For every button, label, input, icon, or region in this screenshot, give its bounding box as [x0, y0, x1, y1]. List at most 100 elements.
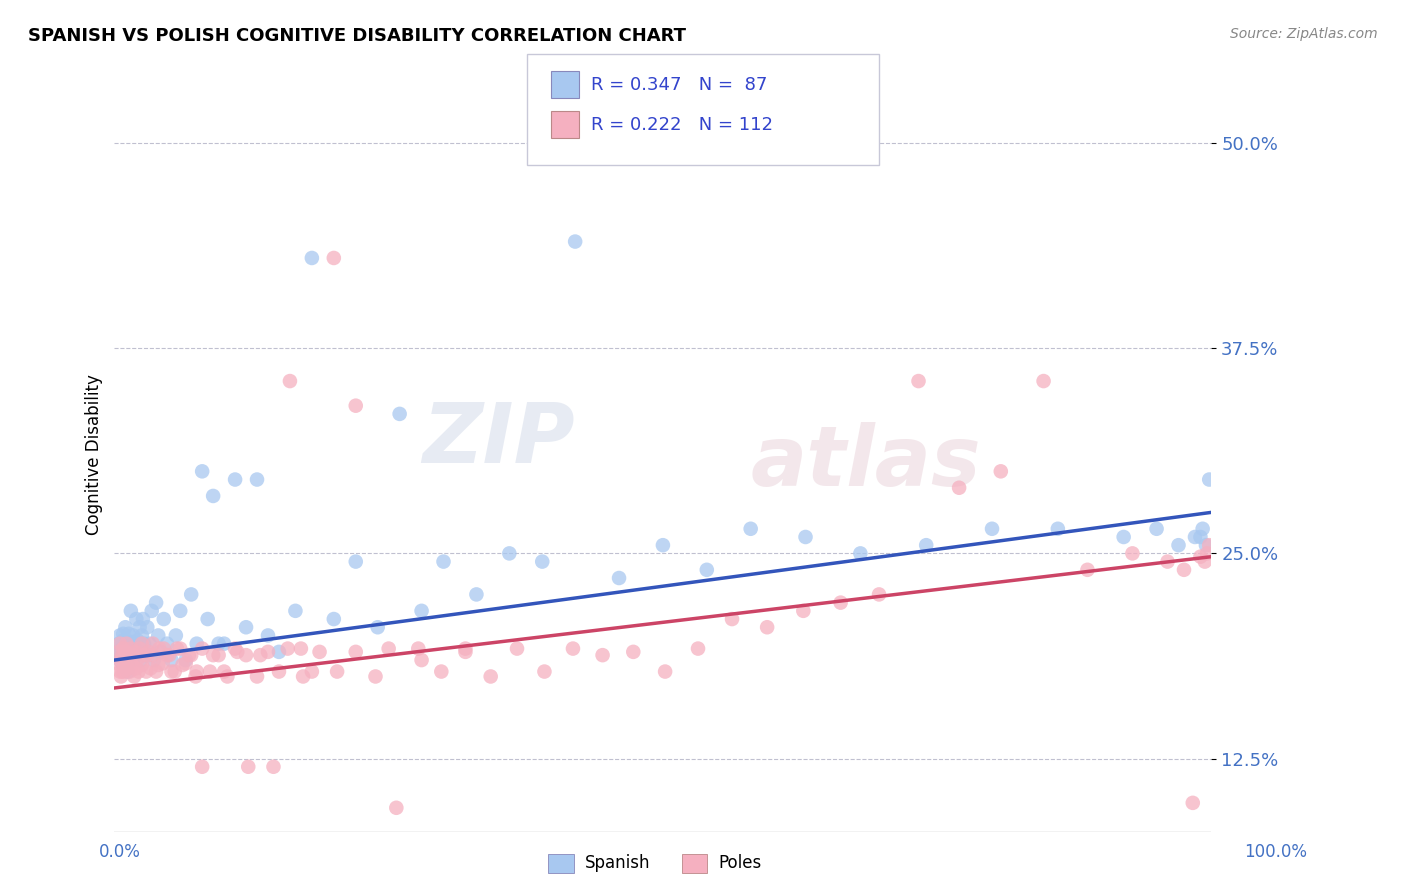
Point [132, 648, 155, 662]
Point [169, 641, 191, 656]
Point [1198, 538, 1220, 552]
Point [308, 645, 330, 659]
Point [111, 637, 134, 651]
Point [1184, 530, 1206, 544]
Point [111, 648, 134, 662]
Point [238, 760, 260, 774]
Point [432, 555, 454, 569]
Point [112, 665, 135, 679]
Point [207, 637, 229, 651]
Point [125, 612, 148, 626]
Point [212, 665, 235, 679]
Point [112, 653, 135, 667]
Point [564, 235, 586, 249]
Point [1198, 473, 1220, 487]
Text: Source: ZipAtlas.com: Source: ZipAtlas.com [1230, 27, 1378, 41]
Point [124, 648, 146, 662]
Point [479, 669, 502, 683]
Point [131, 637, 153, 651]
Point [141, 604, 163, 618]
Point [224, 473, 246, 487]
Point [990, 464, 1012, 478]
Text: R = 0.347   N =  87: R = 0.347 N = 87 [591, 76, 766, 94]
Point [136, 620, 159, 634]
Point [686, 641, 709, 656]
Point [107, 645, 129, 659]
Point [1121, 546, 1143, 560]
Point [118, 648, 141, 662]
Point [654, 665, 676, 679]
Point [344, 645, 367, 659]
Point [114, 645, 136, 659]
Point [112, 627, 135, 641]
Point [1195, 538, 1218, 552]
Point [145, 596, 167, 610]
Point [388, 407, 411, 421]
Point [326, 665, 349, 679]
Point [1146, 522, 1168, 536]
Point [235, 620, 257, 634]
Point [169, 604, 191, 618]
Point [142, 653, 165, 667]
Point [651, 538, 673, 552]
Point [110, 648, 132, 662]
Point [120, 604, 142, 618]
Text: R = 0.222   N = 112: R = 0.222 N = 112 [591, 116, 772, 134]
Point [868, 587, 890, 601]
Point [142, 648, 165, 662]
Point [1194, 555, 1216, 569]
Point [562, 641, 585, 656]
Point [118, 665, 141, 679]
Point [202, 648, 225, 662]
Point [180, 648, 202, 662]
Point [411, 604, 433, 618]
Text: 0.0%: 0.0% [98, 843, 141, 861]
Point [948, 481, 970, 495]
Point [202, 489, 225, 503]
Point [108, 653, 131, 667]
Point [301, 251, 323, 265]
Point [122, 648, 145, 662]
Point [122, 628, 145, 642]
Point [129, 653, 152, 667]
Point [907, 374, 929, 388]
Point [172, 658, 194, 673]
Point [114, 658, 136, 673]
Point [174, 657, 197, 671]
Point [132, 612, 155, 626]
Point [1189, 530, 1212, 544]
Point [124, 645, 146, 659]
Point [981, 522, 1004, 536]
Point [498, 546, 520, 560]
Point [915, 538, 938, 552]
Point [166, 641, 188, 656]
Point [108, 665, 131, 679]
Point [120, 641, 142, 656]
Point [112, 648, 135, 662]
Point [217, 669, 239, 683]
Point [1046, 522, 1069, 536]
Point [1181, 796, 1204, 810]
Point [156, 648, 179, 662]
Point [127, 633, 149, 648]
Point [506, 641, 529, 656]
Point [152, 612, 174, 626]
Point [191, 464, 214, 478]
Point [1189, 549, 1212, 564]
Point [138, 637, 160, 651]
Point [224, 641, 246, 656]
Point [301, 665, 323, 679]
Point [107, 645, 129, 659]
Point [592, 648, 614, 662]
Point [454, 645, 477, 659]
Point [344, 399, 367, 413]
Point [122, 640, 145, 654]
Point [257, 645, 280, 659]
Point [148, 628, 170, 642]
Point [184, 669, 207, 683]
Point [156, 637, 179, 651]
Point [621, 645, 644, 659]
Point [411, 653, 433, 667]
Point [322, 612, 344, 626]
Point [531, 555, 554, 569]
